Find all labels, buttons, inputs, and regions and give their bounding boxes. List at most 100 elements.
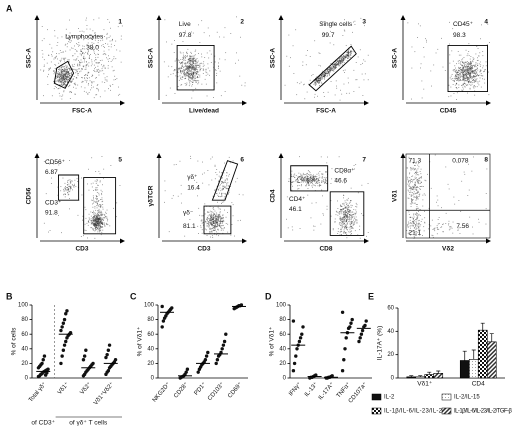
event [351,225,352,227]
event [103,50,105,52]
event [340,231,342,233]
event [219,225,220,227]
data-point [82,354,87,358]
event [223,198,225,200]
event [352,217,353,218]
event [188,67,190,69]
event [342,219,344,221]
event [335,80,337,82]
event [91,61,93,63]
event [338,59,340,61]
event [112,84,114,85]
event [210,215,212,217]
event [91,186,93,188]
event [190,60,192,62]
event [349,231,351,233]
event [193,66,194,68]
y-tick-label: 80 [21,317,28,323]
event [303,84,304,86]
event [62,51,64,53]
event [212,229,214,231]
panel-label: B [6,291,13,301]
event [102,66,104,68]
event [477,59,479,61]
event [206,235,208,236]
event [313,174,314,176]
event [68,60,70,62]
event [91,222,93,224]
event [48,231,49,233]
event [337,208,339,209]
event [471,73,473,74]
event [415,231,417,232]
event [346,51,348,53]
event [99,219,101,221]
event [335,65,337,66]
event [98,71,99,73]
event [54,64,56,65]
event [68,189,69,191]
event [416,209,417,210]
event [415,174,417,176]
event [63,57,65,59]
event [353,209,355,210]
event [314,40,316,42]
event [217,223,218,225]
event [485,69,486,71]
event [217,188,219,190]
event [64,66,66,68]
event [100,229,102,231]
event [97,210,99,212]
event [449,77,451,79]
event [457,74,459,76]
event [441,226,443,228]
event [214,214,216,216]
event [360,64,362,65]
event [353,216,355,218]
event [193,73,194,75]
event [286,55,288,57]
event [61,72,63,74]
event [197,60,199,62]
event [181,68,183,69]
gate-name: γδ⁻ [183,210,194,217]
event [322,73,324,75]
event [72,78,74,79]
event [221,188,223,190]
event [188,77,190,78]
event [193,67,195,69]
event [468,43,470,45]
event [91,63,93,65]
event [325,171,326,173]
event [346,221,347,222]
footnote: of γδ⁺ T cells [69,420,108,427]
event [335,65,337,67]
event [337,59,339,61]
event [287,227,289,229]
event [164,201,165,203]
event [482,78,483,80]
event [356,206,358,208]
event [92,213,94,215]
event [190,58,192,60]
event [420,63,422,65]
event [312,183,313,185]
event [318,177,320,179]
event [81,68,83,69]
event [98,222,100,224]
event [102,222,104,224]
event [304,174,306,176]
event [70,187,71,189]
event [469,70,470,72]
event [310,180,312,182]
event [71,81,73,82]
event [56,53,57,54]
event [202,182,204,184]
event [96,219,98,220]
event [411,199,413,200]
event [182,61,184,63]
event [200,220,202,222]
event [308,83,309,85]
event [191,66,193,68]
event [332,67,334,69]
